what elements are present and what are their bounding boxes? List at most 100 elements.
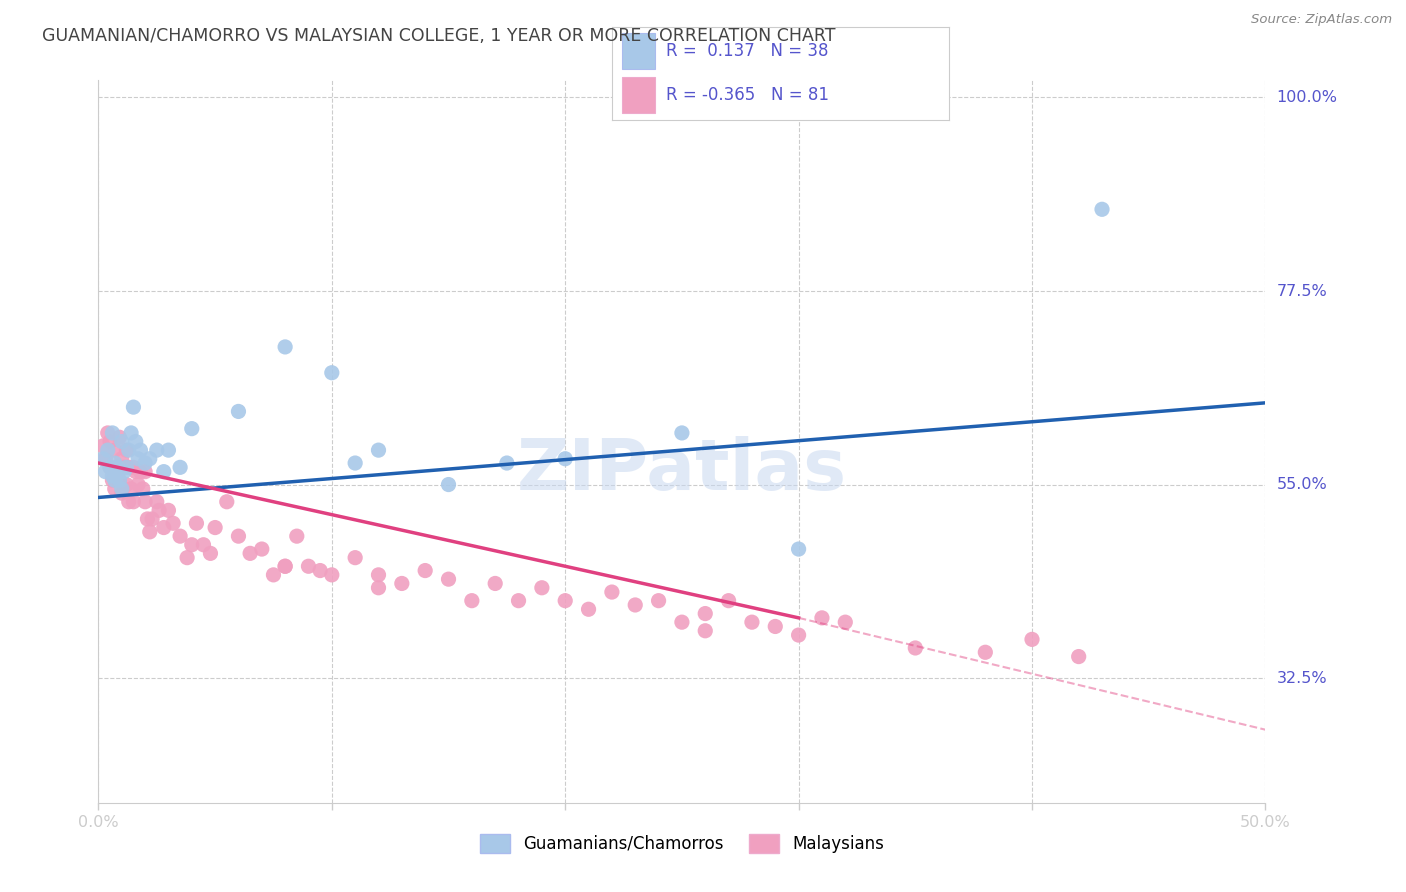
Point [176, 550, 198, 565]
Point [1091, 202, 1114, 217]
Point [554, 451, 576, 466]
Point [129, 465, 152, 479]
Point [134, 456, 156, 470]
Point [148, 503, 170, 517]
Point [228, 404, 250, 418]
Point [111, 482, 134, 496]
Point [141, 512, 163, 526]
Point [98, 434, 121, 449]
Point [974, 645, 997, 659]
Point [139, 524, 162, 539]
Point [101, 473, 124, 487]
Point [122, 400, 145, 414]
Legend: Guamanians/Chamorros, Malaysians: Guamanians/Chamorros, Malaysians [474, 827, 890, 860]
Point [647, 593, 669, 607]
Point [274, 340, 297, 354]
Point [125, 434, 148, 449]
Text: 32.5%: 32.5% [1277, 671, 1327, 686]
Text: 55.0%: 55.0% [1277, 477, 1327, 492]
Point [105, 460, 128, 475]
Point [554, 593, 576, 607]
Point [811, 611, 834, 625]
Point [297, 559, 319, 574]
Point [274, 559, 297, 574]
Point [98, 460, 121, 475]
Y-axis label: College, 1 year or more: College, 1 year or more [0, 343, 8, 540]
Point [115, 443, 138, 458]
Point [193, 538, 215, 552]
Point [111, 486, 134, 500]
Point [904, 640, 927, 655]
Point [91, 451, 114, 466]
Point [787, 542, 810, 557]
Point [717, 593, 740, 607]
Point [169, 529, 191, 543]
Point [111, 451, 134, 466]
Bar [621, 78, 655, 113]
Point [250, 542, 273, 557]
Point [108, 473, 131, 487]
Point [157, 503, 180, 517]
Point [122, 494, 145, 508]
Text: Source: ZipAtlas.com: Source: ZipAtlas.com [1251, 13, 1392, 27]
Point [134, 494, 156, 508]
Point [104, 473, 127, 487]
Bar [621, 33, 655, 69]
Point [496, 456, 519, 470]
Point [112, 460, 135, 475]
Point [741, 615, 763, 630]
Point [132, 482, 155, 496]
Point [695, 607, 717, 621]
Point [97, 443, 120, 458]
Point [146, 494, 169, 508]
Point [215, 494, 238, 508]
Point [139, 451, 162, 466]
Point [461, 593, 484, 607]
Text: 77.5%: 77.5% [1277, 284, 1327, 299]
Point [834, 615, 856, 630]
Point [530, 581, 553, 595]
Point [671, 615, 693, 630]
Point [104, 482, 127, 496]
Point [321, 366, 343, 380]
Point [413, 564, 436, 578]
Point [146, 443, 169, 458]
Point [180, 538, 202, 552]
Point [508, 593, 530, 607]
Point [129, 443, 152, 458]
Point [97, 425, 120, 440]
Point [134, 465, 156, 479]
Point [152, 465, 174, 479]
Point [624, 598, 647, 612]
Point [1067, 649, 1090, 664]
Point [91, 439, 114, 453]
Point [274, 559, 297, 574]
Point [94, 465, 117, 479]
Point [1021, 632, 1043, 647]
Point [105, 460, 128, 475]
Point [695, 624, 717, 638]
Point [262, 567, 284, 582]
Point [239, 546, 262, 560]
Point [118, 494, 141, 508]
Point [94, 451, 117, 466]
Point [136, 512, 159, 526]
Point [169, 460, 191, 475]
Point [104, 456, 127, 470]
Point [228, 529, 250, 543]
Point [112, 465, 135, 479]
Point [98, 460, 121, 475]
Point [157, 443, 180, 458]
Point [344, 456, 367, 470]
Point [101, 425, 124, 440]
Point [118, 443, 141, 458]
Text: R =  0.137   N = 38: R = 0.137 N = 38 [665, 42, 828, 60]
Point [437, 572, 460, 586]
Point [125, 465, 148, 479]
Point [367, 567, 389, 582]
Point [600, 585, 623, 599]
Point [344, 550, 367, 565]
Text: 100.0%: 100.0% [1277, 90, 1337, 105]
Point [309, 564, 332, 578]
Point [120, 425, 142, 440]
